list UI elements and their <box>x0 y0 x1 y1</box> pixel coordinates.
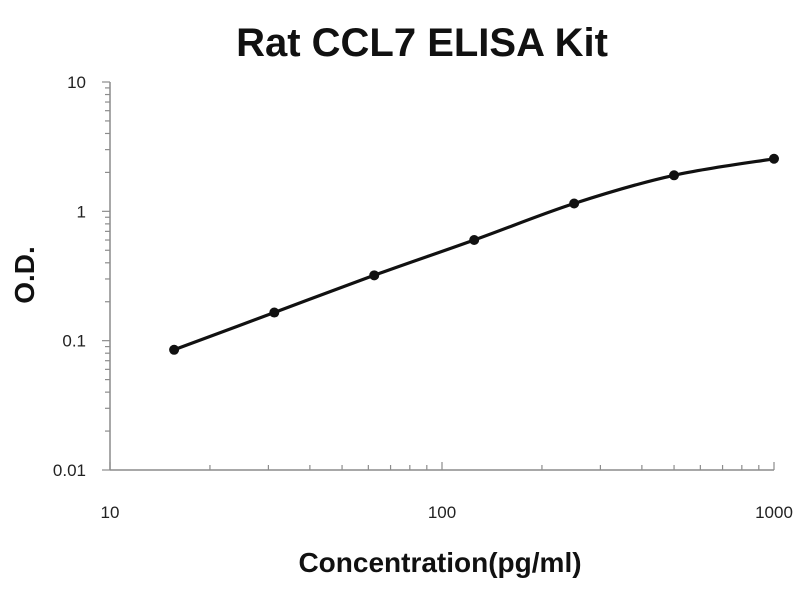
data-point <box>569 198 580 209</box>
x-tick-label: 10 <box>101 503 120 522</box>
data-point <box>269 307 280 318</box>
axes <box>109 82 774 471</box>
data-point <box>769 153 779 164</box>
chart-title: Rat CCL7 ELISA Kit <box>236 21 608 65</box>
data-point <box>669 170 680 181</box>
data-point <box>469 235 480 246</box>
tick-labels: 0.01 0.1 1 10 10 100 1000 <box>53 73 793 522</box>
plot-area <box>169 153 779 355</box>
x-tick-label: 1000 <box>755 503 793 522</box>
standard-curve-line <box>173 157 775 352</box>
x-axis-label: Concentration(pg/ml) <box>298 547 581 578</box>
data-point <box>369 270 380 281</box>
y-tick-label: 1 <box>77 202 86 221</box>
ticks <box>102 81 775 471</box>
y-tick-label: 10 <box>67 73 86 92</box>
data-point <box>169 344 180 355</box>
y-axis-label: O.D. <box>9 246 40 304</box>
y-tick-label: 0.01 <box>53 461 86 480</box>
x-tick-label: 100 <box>428 503 456 522</box>
y-tick-label: 0.1 <box>62 332 86 351</box>
